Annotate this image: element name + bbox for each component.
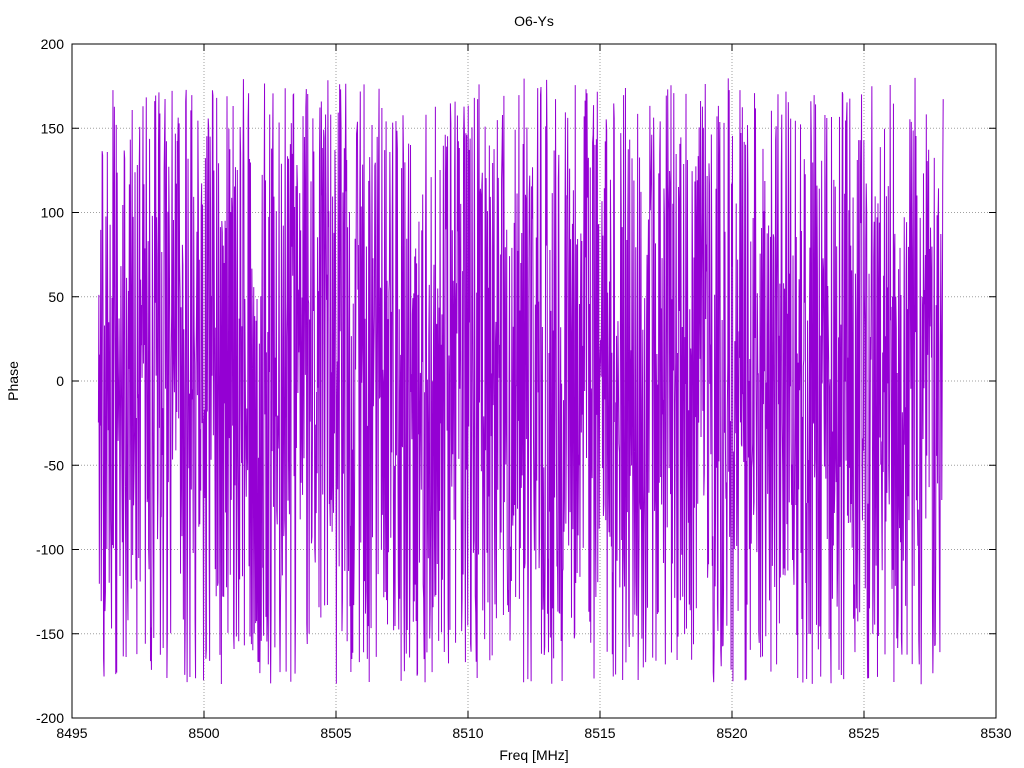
y-tick-label: -200 <box>36 710 64 726</box>
x-tick-label: 8520 <box>716 725 747 741</box>
x-axis-label: Freq [MHz] <box>499 747 568 763</box>
y-tick-label: 0 <box>56 373 64 389</box>
y-tick-label: 50 <box>48 289 64 305</box>
x-tick-label: 8510 <box>452 725 483 741</box>
y-tick-label: 200 <box>41 36 65 52</box>
y-tick-label: -50 <box>44 457 64 473</box>
y-axis-label: Phase <box>5 361 21 401</box>
y-tick-label: -150 <box>36 626 64 642</box>
axis-ticks: 8495 8500 8505 8510 8515 8520 8525 8530 -200 -150… <box>36 36 1012 741</box>
x-tick-label: 8500 <box>188 725 219 741</box>
x-tick-label: 8525 <box>848 725 879 741</box>
series-layer <box>97 77 944 685</box>
chart-title: O6-Ys <box>514 13 554 29</box>
x-tick-label: 8505 <box>320 725 351 741</box>
y-tick-label: 150 <box>41 120 65 136</box>
x-tick-label: 8495 <box>56 725 87 741</box>
x-tick-label: 8515 <box>584 725 615 741</box>
y-tick-label: 100 <box>41 205 65 221</box>
phase-series-line <box>97 77 944 685</box>
y-tick-label: -100 <box>36 542 64 558</box>
x-tick-label: 8530 <box>980 725 1011 741</box>
